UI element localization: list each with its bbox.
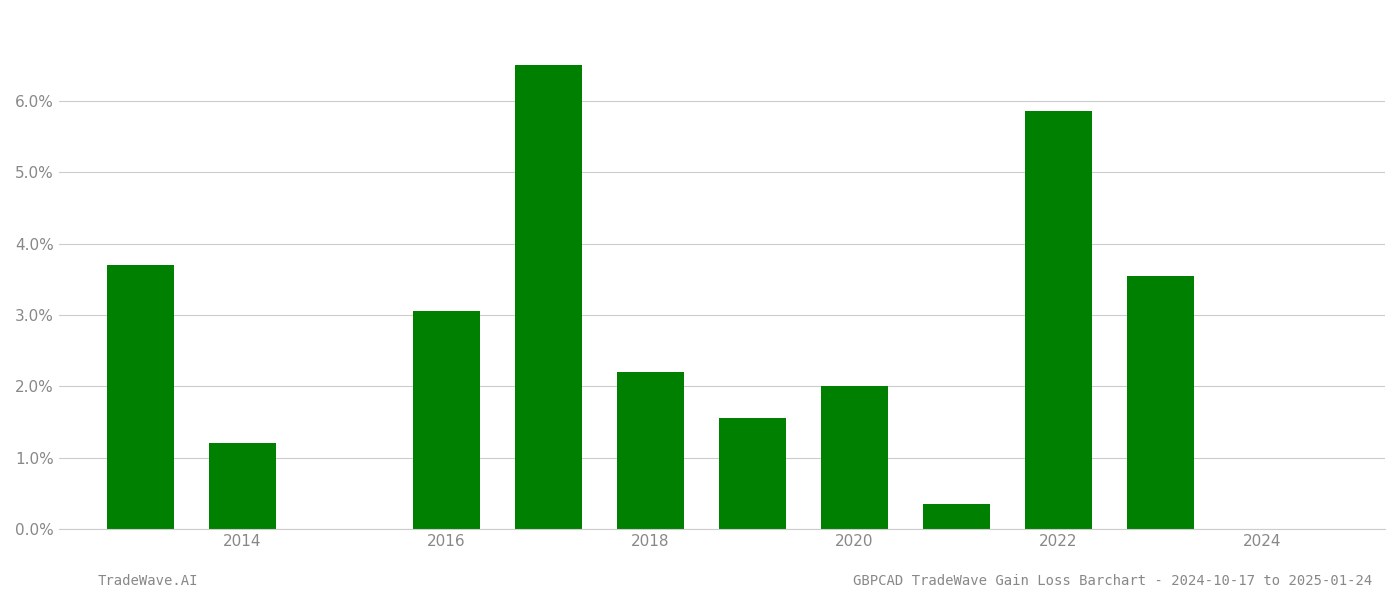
Bar (924, 504, 990, 529)
Bar (108, 265, 174, 529)
Text: GBPCAD TradeWave Gain Loss Barchart - 2024-10-17 to 2025-01-24: GBPCAD TradeWave Gain Loss Barchart - 20… (853, 574, 1372, 588)
Bar (1127, 275, 1194, 529)
Bar (1025, 112, 1092, 529)
Bar (413, 311, 480, 529)
Bar (209, 443, 276, 529)
Bar (515, 65, 581, 529)
Text: TradeWave.AI: TradeWave.AI (98, 574, 199, 588)
Bar (617, 372, 683, 529)
Bar (822, 386, 888, 529)
Bar (720, 418, 785, 529)
